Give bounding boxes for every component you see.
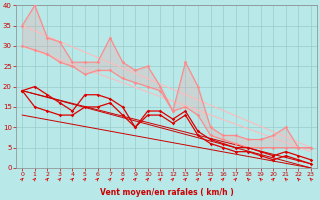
X-axis label: Vent moyen/en rafales ( km/h ): Vent moyen/en rafales ( km/h ) [100,188,234,197]
